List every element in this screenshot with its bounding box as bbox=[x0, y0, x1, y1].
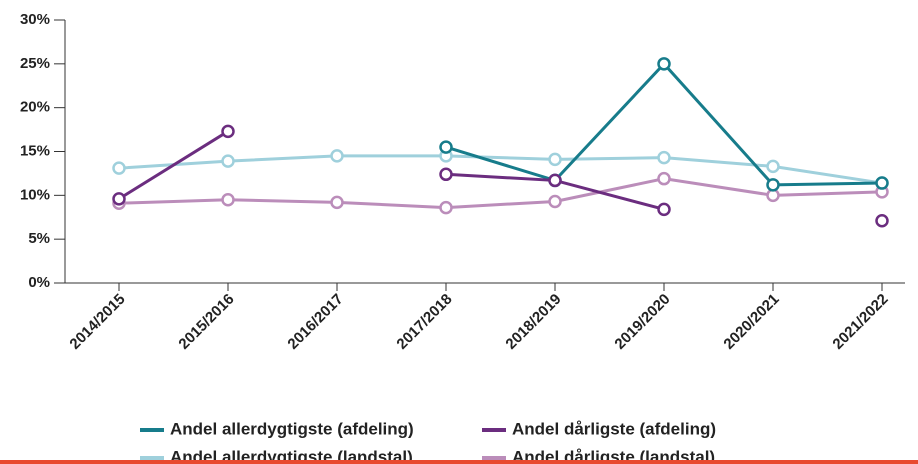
y-tick-label: 10% bbox=[20, 186, 50, 203]
y-tick-label: 0% bbox=[28, 274, 50, 291]
legend-label: Andel allerdygtigste (afdeling) bbox=[170, 419, 414, 438]
x-tick-label: 2015/2016 bbox=[175, 291, 237, 353]
point bbox=[221, 192, 235, 207]
x-tick-label: 2018/2019 bbox=[502, 291, 564, 353]
y-tick-label: 20% bbox=[20, 99, 50, 116]
point bbox=[439, 140, 453, 154]
y-tick-label: 15% bbox=[20, 142, 50, 159]
legend-label: Andel allerdygtigste (landstal) bbox=[170, 447, 413, 464]
bottom-border bbox=[0, 460, 918, 464]
point bbox=[548, 152, 562, 167]
point bbox=[766, 178, 780, 192]
point bbox=[112, 161, 126, 175]
point bbox=[548, 194, 562, 209]
point bbox=[439, 200, 453, 215]
point bbox=[657, 202, 671, 217]
x-tick-label: 2014/2015 bbox=[66, 291, 128, 353]
x-tick-label: 2020/2021 bbox=[720, 291, 782, 353]
point bbox=[548, 173, 562, 188]
x-tick-label: 2016/2017 bbox=[284, 291, 346, 353]
x-tick-label: 2021/2022 bbox=[829, 291, 891, 353]
point bbox=[657, 57, 671, 71]
x-tick-label: 2019/2020 bbox=[611, 291, 673, 353]
x-tick-label: 2017/2018 bbox=[393, 291, 455, 353]
point bbox=[221, 154, 235, 168]
y-tick-label: 25% bbox=[20, 55, 50, 72]
y-tick-label: 30% bbox=[20, 11, 50, 28]
y-tick-label: 5% bbox=[28, 230, 50, 247]
legend-label: Andel dårligste (afdeling) bbox=[512, 419, 716, 438]
point bbox=[875, 176, 889, 190]
point bbox=[330, 149, 344, 163]
point bbox=[439, 167, 453, 182]
point bbox=[221, 124, 235, 139]
series-line bbox=[445, 61, 883, 187]
point bbox=[657, 150, 671, 165]
point bbox=[766, 159, 780, 174]
point bbox=[657, 171, 671, 186]
series-line bbox=[118, 177, 883, 210]
point bbox=[330, 195, 344, 210]
series-line bbox=[119, 131, 882, 220]
point bbox=[875, 214, 889, 228]
legend-label: Andel dårligste (landstal) bbox=[512, 447, 715, 464]
point bbox=[112, 192, 126, 206]
